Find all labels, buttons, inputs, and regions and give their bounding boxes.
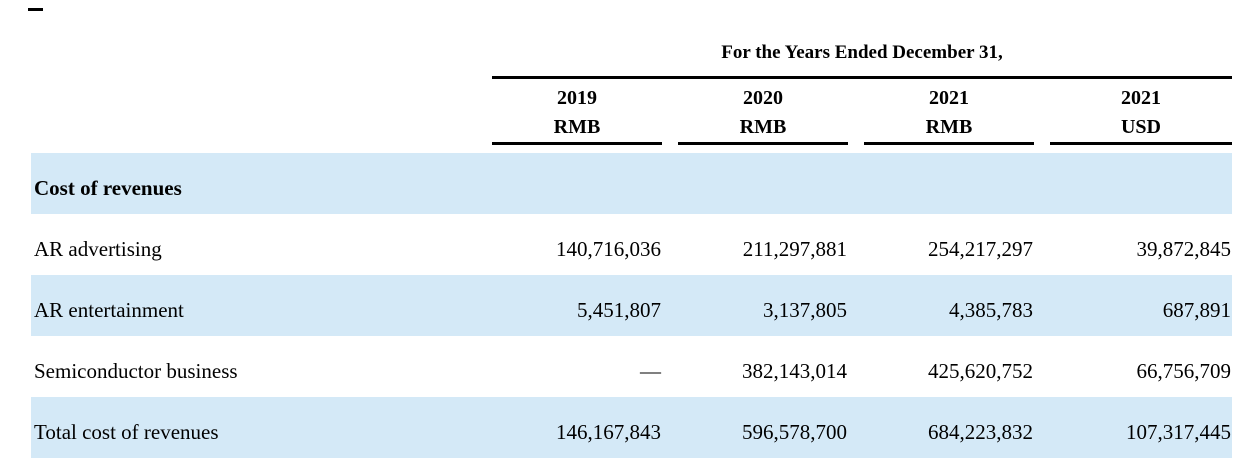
column-gap (1034, 301, 1050, 310)
column-year: 2020 (743, 87, 783, 109)
column-gap (848, 301, 864, 310)
column-currency: RMB (925, 116, 973, 138)
column-gap (662, 142, 678, 145)
column-gap (848, 179, 864, 188)
column-header-row: 2019 RMB 2020 RMB 2021 RMB 2021 USD (31, 79, 1232, 142)
table-row-cost-of-revenues: Cost of revenues (31, 153, 1232, 214)
table-title: For the Years Ended December 31, (721, 42, 1003, 63)
column-rule-segment (492, 142, 662, 145)
row-value-2021-rmb (864, 179, 1034, 188)
column-gap (662, 301, 678, 310)
row-value-2019-rmb (492, 179, 662, 188)
column-currency: RMB (739, 116, 787, 138)
row-value-2021-usd: 107,317,445 (1126, 419, 1231, 444)
column-gap (1034, 84, 1050, 142)
row-label: Total cost of revenues (34, 419, 219, 444)
column-currency: RMB (553, 116, 601, 138)
label-column-space (31, 142, 492, 145)
column-gap (662, 240, 678, 249)
column-gap (848, 423, 864, 432)
row-value-2021-rmb: 4,385,783 (949, 297, 1033, 322)
column-header-2021-usd: 2021 USD (1050, 84, 1232, 142)
column-rule-segment (864, 142, 1034, 145)
row-value-2020-rmb: 3,137,805 (763, 297, 847, 322)
row-value-2019-rmb: 146,167,843 (556, 419, 661, 444)
row-value-2021-usd: 687,891 (1162, 297, 1231, 322)
column-gap (662, 423, 678, 432)
table-row-ar-entertainment: AR entertainment 5,451,807 3,137,805 4,3… (31, 275, 1232, 336)
column-gap (662, 84, 678, 142)
column-gap (662, 362, 678, 371)
column-gap (662, 179, 678, 188)
column-header-2021-rmb: 2021 RMB (864, 84, 1034, 142)
header-body-spacer (31, 145, 1232, 153)
row-value-2021-usd (1050, 179, 1232, 188)
row-value-2020-rmb (678, 179, 848, 188)
row-value-2020-rmb: 211,297,881 (742, 236, 847, 261)
row-label: Cost of revenues (34, 175, 182, 200)
column-gap (848, 240, 864, 249)
column-rule-segment (1050, 142, 1232, 145)
column-year: 2021 (929, 87, 969, 109)
column-gap (848, 84, 864, 142)
row-value-2021-rmb: 684,223,832 (928, 419, 1033, 444)
table-row-semiconductor-business: Semiconductor business — 382,143,014 425… (31, 336, 1232, 397)
column-gap (1034, 240, 1050, 249)
column-header-2019-rmb: 2019 RMB (492, 84, 662, 142)
column-year: 2019 (557, 87, 597, 109)
cost-of-revenues-table: For the Years Ended December 31, 2019 RM… (31, 0, 1232, 458)
label-column-space (31, 84, 492, 142)
table-row-total-cost-of-revenues: Total cost of revenues 146,167,843 596,5… (31, 397, 1232, 458)
column-currency: USD (1120, 116, 1161, 138)
row-value-2019-rmb: 140,716,036 (556, 236, 661, 261)
row-value-2019-rmb: — (640, 358, 661, 383)
row-value-2021-rmb: 254,217,297 (928, 236, 1033, 261)
column-gap (1034, 362, 1050, 371)
column-header-2020-rmb: 2020 RMB (678, 84, 848, 142)
column-gap (1034, 142, 1050, 145)
table-row-ar-advertising: AR advertising 140,716,036 211,297,881 2… (31, 214, 1232, 275)
header-bottom-rule (31, 142, 1232, 145)
column-gap (848, 142, 864, 145)
top-left-dash (28, 8, 43, 11)
header-top-rule (492, 76, 1232, 79)
column-gap (1034, 179, 1050, 188)
row-value-2021-usd: 66,756,709 (1136, 358, 1232, 383)
column-gap (1034, 423, 1050, 432)
column-gap (848, 362, 864, 371)
row-label: AR advertising (34, 236, 162, 261)
column-year: 2021 (1121, 87, 1161, 109)
row-label: Semiconductor business (34, 358, 238, 383)
row-label: AR entertainment (34, 297, 184, 322)
row-value-2020-rmb: 382,143,014 (742, 358, 847, 383)
row-value-2020-rmb: 596,578,700 (742, 419, 847, 444)
row-value-2021-rmb: 425,620,752 (928, 358, 1033, 383)
row-value-2021-usd: 39,872,845 (1136, 236, 1232, 261)
column-rule-segment (678, 142, 848, 145)
row-value-2019-rmb: 5,451,807 (577, 297, 661, 322)
